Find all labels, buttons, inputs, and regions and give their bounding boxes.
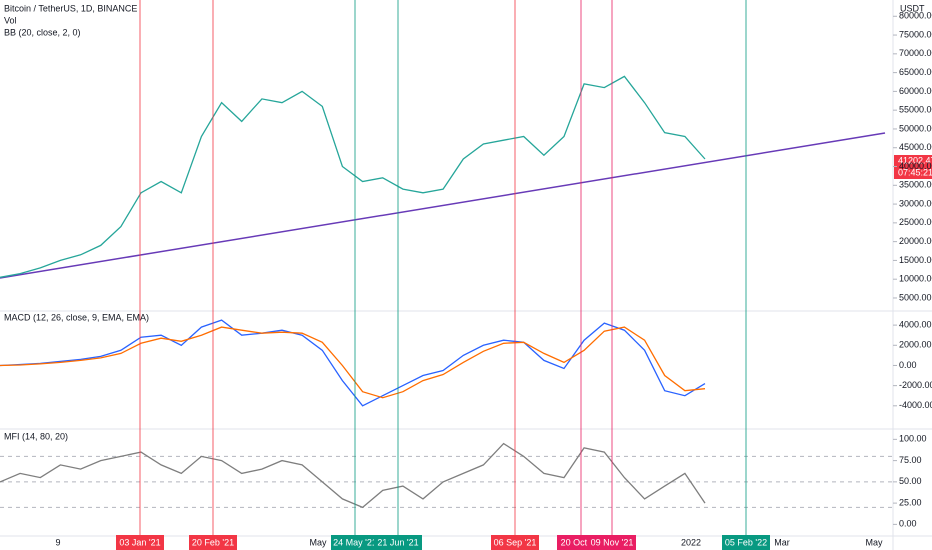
y-tick-label: 15000.00 <box>899 255 932 265</box>
bb-label: BB (20, close, 2, 0) <box>4 27 81 37</box>
y-tick-label: 65000.00 <box>899 67 932 77</box>
volume-label: Vol <box>4 15 17 25</box>
y-tick-label: 0.00 <box>899 360 917 370</box>
event-label-box <box>331 535 379 550</box>
y-tick-label: 50000.00 <box>899 123 932 133</box>
x-tick-label: May <box>309 537 327 547</box>
x-tick-label: 9 <box>55 537 60 547</box>
currency: USDT <box>900 3 925 13</box>
y-tick-label: 4000.00 <box>899 319 932 329</box>
y-tick-label: 50.00 <box>899 476 922 486</box>
x-tick-label: 2022 <box>681 537 701 547</box>
y-tick-label: 25.00 <box>899 497 922 507</box>
x-tick-label: Mar <box>774 537 790 547</box>
x-tick-label: 24 May '21 <box>333 537 377 547</box>
event-label-box <box>491 535 539 550</box>
y-tick-label: 2000.00 <box>899 340 932 350</box>
event-label-box <box>722 535 770 550</box>
x-tick-label: 20 Oct '21 <box>561 537 602 547</box>
x-tick-label: 03 Jan '21 <box>119 537 160 547</box>
y-tick-label: 5000.00 <box>899 292 932 302</box>
mfi-title: MFI (14, 80, 20) <box>4 431 68 441</box>
x-tick-label: 09 Nov '21 <box>591 537 634 547</box>
x-tick-label: 06 Sep '21 <box>494 537 537 547</box>
event-label-box <box>588 535 636 550</box>
x-tick-label: May <box>865 537 883 547</box>
y-tick-label: 35000.00 <box>899 180 932 190</box>
last-price: 41202.47 <box>898 155 932 165</box>
y-tick-label: 55000.00 <box>899 105 932 115</box>
y-tick-label: 75000.00 <box>899 29 932 39</box>
x-tick-label: 20 Feb '21 <box>192 537 234 547</box>
last-price-box <box>894 155 932 179</box>
x-tick-label: 05 Feb '22 <box>725 537 767 547</box>
y-tick-label: 45000.00 <box>899 142 932 152</box>
y-tick-label: 100.00 <box>899 434 927 444</box>
y-tick-label: 30000.00 <box>899 198 932 208</box>
series-line <box>0 442 706 509</box>
y-tick-label: 10000.00 <box>899 274 932 284</box>
series-line <box>0 319 706 407</box>
trend-line <box>0 132 886 279</box>
event-label-box <box>374 535 422 550</box>
y-tick-label: 75.00 <box>899 455 922 465</box>
y-tick-label: -2000.00 <box>899 380 932 390</box>
x-tick-label: 21 Jun '21 <box>377 537 418 547</box>
series-line <box>0 326 706 399</box>
event-label-box <box>189 535 237 550</box>
symbol: Bitcoin / TetherUS, 1D, BINANCE <box>4 3 137 13</box>
y-tick-label: 0.00 <box>899 519 917 529</box>
y-tick-label: 80000.00 <box>899 11 932 21</box>
y-tick-label: 70000.00 <box>899 48 932 58</box>
y-tick-label: -4000.00 <box>899 400 932 410</box>
series-line <box>0 75 706 278</box>
y-tick-label: 20000.00 <box>899 236 932 246</box>
event-label-box <box>116 535 164 550</box>
y-tick-label: 40000.00 <box>899 161 932 171</box>
y-tick-label: 25000.00 <box>899 217 932 227</box>
macd-title: MACD (12, 26, close, 9, EMA, EMA) <box>4 312 149 322</box>
y-tick-label: 60000.00 <box>899 86 932 96</box>
countdown: 07:45:21 <box>898 167 932 177</box>
